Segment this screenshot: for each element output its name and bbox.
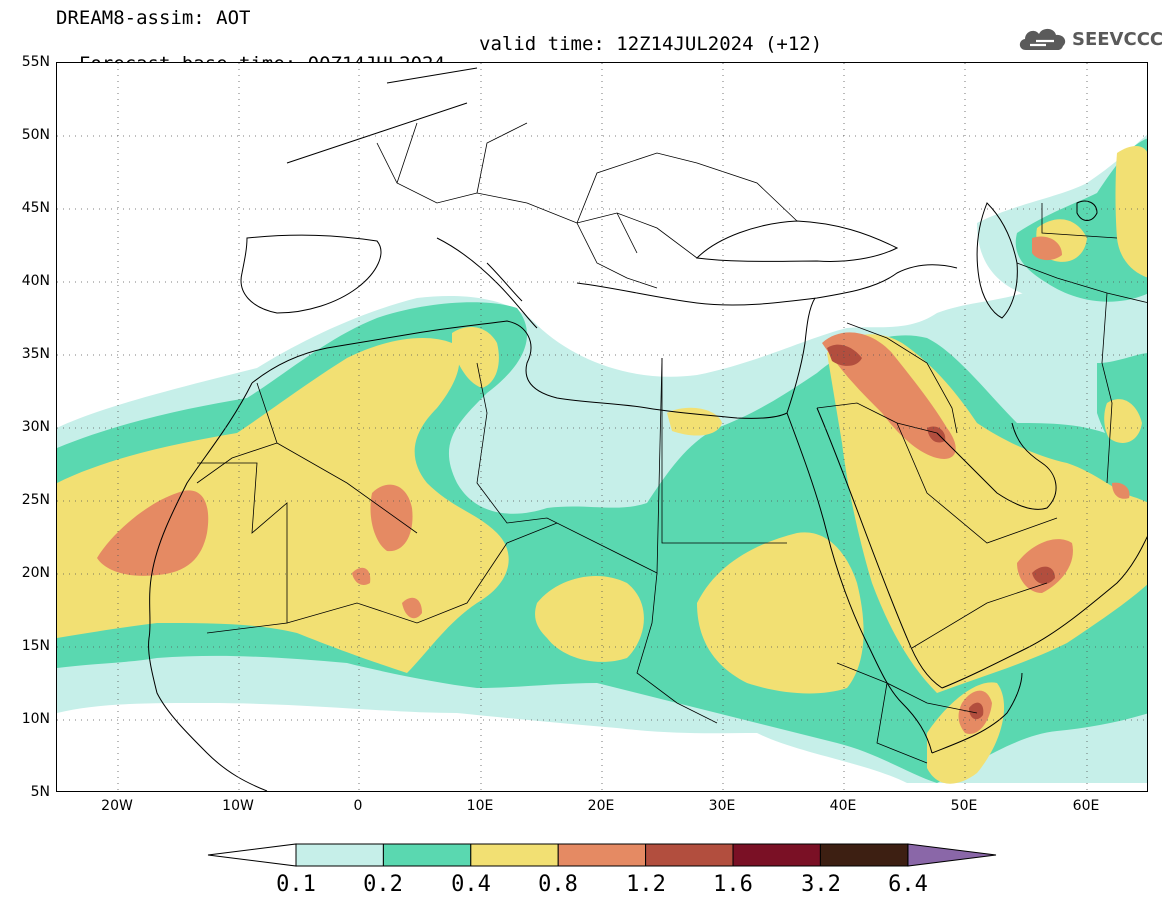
valid-time: valid time: 12Z14JUL2024 (+12) xyxy=(479,33,823,55)
lon-label-10e: 10E xyxy=(466,798,494,814)
aot-region-0.8-oman xyxy=(1017,539,1073,593)
aot-region-0.4-sudan xyxy=(697,532,864,694)
colorbar-label-1.6: 1.6 xyxy=(713,872,753,897)
border-morocco-algeria xyxy=(196,382,418,534)
coastline-horn xyxy=(931,672,1023,754)
aot-region-1.2-kuwait xyxy=(927,426,946,443)
map-canvas xyxy=(57,63,1147,791)
border-saudi xyxy=(816,402,1058,544)
colorbar-cell-0.4 xyxy=(470,843,559,867)
lat-label-20n: 20N xyxy=(21,565,50,581)
coastline-red-sea-east xyxy=(816,407,943,689)
lat-label-35n: 35N xyxy=(21,346,50,362)
border-chad-sudan xyxy=(636,572,718,724)
lon-label-0: 0 xyxy=(353,798,363,814)
colorbar-cell-1.6 xyxy=(732,843,821,867)
coastline-persian-gulf xyxy=(936,422,1057,510)
border-mali-niger xyxy=(286,522,558,624)
country-borders xyxy=(196,122,1147,764)
colorbar-label-1.2: 1.2 xyxy=(626,872,666,897)
lat-label-45n: 45N xyxy=(21,200,50,216)
coastline-west-africa xyxy=(148,382,268,791)
aot-region-1.2-somalia xyxy=(969,702,984,720)
colorbar-under-arrow xyxy=(207,843,297,867)
aot-region-0.8-niger xyxy=(402,597,422,619)
lon-label-10w: 10W xyxy=(222,798,254,814)
seevccc-logo: SEEVCCC xyxy=(1016,22,1163,56)
lon-label-60e: 60E xyxy=(1072,798,1100,814)
coastline-arabia-south xyxy=(941,536,1147,689)
colorbar-label-0.8: 0.8 xyxy=(538,872,578,897)
border-iraq-iran xyxy=(846,322,958,434)
lon-label-20w: 20W xyxy=(101,798,133,814)
colorbar-label-0.4: 0.4 xyxy=(451,872,491,897)
aot-region-0.8-mali xyxy=(352,567,371,585)
colorbar-cell-0.1 xyxy=(295,843,384,867)
lon-label-20e: 20E xyxy=(587,798,615,814)
colorbar-cell-0.2 xyxy=(382,843,472,867)
aot-region-0.8-uzbek xyxy=(1032,236,1062,261)
coastline-caspian xyxy=(976,202,1018,319)
coastline-aral xyxy=(1076,200,1098,221)
colorbar-label-0.1: 0.1 xyxy=(276,872,316,897)
aot-region-0.2-caspian xyxy=(1015,138,1147,302)
lat-label-10n: 10N xyxy=(21,711,50,727)
lat-label-30n: 30N xyxy=(21,419,50,435)
aot-region-0.4-iran-east xyxy=(1104,399,1142,443)
coastline-turkey xyxy=(576,264,958,306)
coastline-black-sea xyxy=(695,220,899,262)
map-title: DREAM8-assim: AOT xyxy=(56,7,251,29)
colorbar-cell-3.2 xyxy=(819,843,909,867)
lon-label-50e: 50E xyxy=(950,798,978,814)
lat-label-5n: 5N xyxy=(30,784,50,800)
colorbar xyxy=(207,843,997,867)
aot-region-0.4-uzbek xyxy=(1115,146,1147,278)
aot-map xyxy=(56,62,1148,792)
border-ethiopia xyxy=(836,662,978,764)
coastline-red-sea-west xyxy=(786,412,933,754)
border-iran-afghan xyxy=(1101,292,1113,484)
aot-region-0.4-tunisia xyxy=(452,327,499,388)
colorbar-label-3.2: 3.2 xyxy=(801,872,841,897)
logo-text: SEEVCCC xyxy=(1072,29,1164,50)
border-mauritania xyxy=(197,462,288,634)
aot-region-0.8-algeria xyxy=(370,484,413,552)
colorbar-cells xyxy=(295,843,909,867)
aot-region-1.2-iraq xyxy=(827,344,862,366)
aot-region-1.2-oman xyxy=(1032,566,1055,585)
lat-label-50n: 50N xyxy=(21,127,50,143)
border-turkmen xyxy=(1016,203,1147,303)
border-europe-2 xyxy=(396,122,798,224)
cloud-icon xyxy=(1019,28,1066,50)
lat-label-40n: 40N xyxy=(21,273,50,289)
aot-band-1.2 xyxy=(827,344,1055,720)
graticule xyxy=(57,63,1147,791)
border-egypt-sudan xyxy=(661,358,787,544)
lat-label-15n: 15N xyxy=(21,638,50,654)
border-balkans xyxy=(576,212,658,289)
colorbar-over-arrow xyxy=(907,843,997,867)
coastlines xyxy=(148,67,1147,791)
aot-region-0.8-oman-east xyxy=(1112,482,1130,499)
colorbar-cell-0.8 xyxy=(557,843,647,867)
colorbar-label-6.4: 6.4 xyxy=(888,872,928,897)
coastline-levant xyxy=(786,297,816,414)
lon-label-40e: 40E xyxy=(829,798,857,814)
lat-label-25n: 25N xyxy=(21,492,50,508)
aot-region-0.8-west-africa xyxy=(97,490,209,576)
coastline-iberia xyxy=(240,234,382,314)
border-yemen xyxy=(911,582,1048,649)
aot-region-0.4-egypt-north xyxy=(667,407,722,436)
aot-region-0.4-sahara-west xyxy=(57,338,509,673)
coastline-north-africa xyxy=(251,320,788,419)
aot-region-0.4-chad xyxy=(535,575,644,662)
colorbar-cell-1.2 xyxy=(645,843,734,867)
coastline-europe-north xyxy=(286,67,478,164)
lon-label-30e: 30E xyxy=(708,798,736,814)
border-europe-1 xyxy=(376,142,698,259)
lat-label-55n: 55N xyxy=(21,54,50,70)
coastline-italy xyxy=(436,237,538,329)
colorbar-label-0.2: 0.2 xyxy=(363,872,403,897)
